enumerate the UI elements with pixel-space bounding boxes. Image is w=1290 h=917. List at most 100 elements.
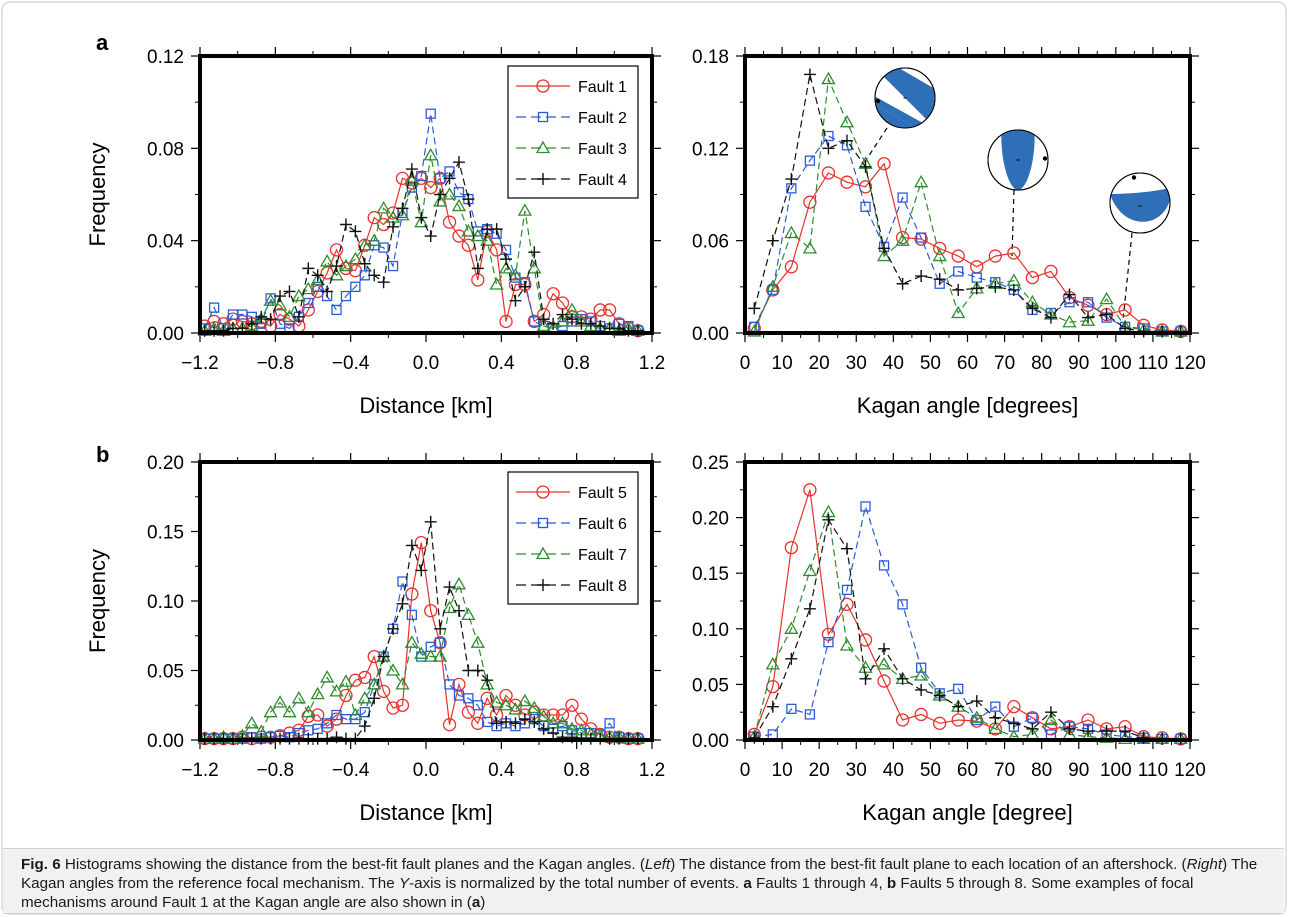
x-tick-label: −1.2 <box>181 353 219 374</box>
data-point <box>424 230 437 243</box>
focal-mechanism-1-outline <box>874 67 936 129</box>
data-point <box>442 187 457 200</box>
data-point <box>951 249 965 263</box>
data-point <box>321 718 333 729</box>
y-tick-label: 0.20 <box>692 509 729 530</box>
series-fault-8 <box>748 513 1187 745</box>
data-point <box>555 716 570 729</box>
series-line <box>754 504 1181 740</box>
data-point <box>785 173 798 186</box>
data-point <box>406 609 418 621</box>
data-point <box>878 642 891 655</box>
data-point <box>423 147 438 161</box>
caption-fig-label: Fig. 6 <box>21 856 61 873</box>
y-tick-label: 0.00 <box>692 324 729 345</box>
data-point <box>480 233 495 246</box>
data-point <box>1025 270 1040 285</box>
legend-label: Fault 2 <box>578 110 627 127</box>
data-point <box>1081 298 1095 312</box>
data-point <box>463 693 474 704</box>
data-point <box>405 163 418 176</box>
data-point <box>565 313 578 326</box>
x-tick-label: 0.0 <box>413 760 439 781</box>
data-point <box>1099 291 1114 305</box>
data-point <box>498 697 514 711</box>
data-point <box>822 142 835 155</box>
plot: −1.2 −0.8 −0.4 0.0 0.4 0.8 1.2 0.00 0.05 0.10 0.15… <box>85 453 665 825</box>
x-tick-label: 120 <box>1174 353 1206 374</box>
data-point <box>415 564 428 577</box>
data-point <box>472 700 483 711</box>
data-point <box>329 267 344 281</box>
y-tick-label: 0.05 <box>692 675 729 696</box>
panel-label: b <box>96 442 109 467</box>
data-point <box>839 114 855 128</box>
data-point <box>274 290 287 303</box>
figure-caption: Fig. 6 Histograms showing the distance f… <box>21 855 1271 912</box>
data-point <box>765 657 780 670</box>
data-point <box>291 690 306 704</box>
caption-text-5: Faults 1 through 4, <box>751 875 887 892</box>
data-point <box>1007 283 1020 296</box>
data-point <box>784 225 799 239</box>
data-point <box>803 195 817 209</box>
x-tick-label: 110 <box>1138 760 1168 781</box>
x-tick-label: −0.4 <box>332 353 370 374</box>
data-point <box>989 280 1002 293</box>
y-tick-label: 0.04 <box>147 232 184 253</box>
series-line <box>753 518 1181 740</box>
x-tick-label: 0.8 <box>563 760 589 781</box>
data-point <box>208 302 220 313</box>
x-tick-label: 0.8 <box>563 353 589 374</box>
data-point <box>367 210 381 225</box>
series-line <box>753 511 1181 740</box>
caption-right-word: Right <box>1186 856 1223 873</box>
data-point <box>471 664 484 677</box>
y-tick-label: 0.20 <box>147 453 184 474</box>
focal-mechanism-2-outline <box>987 129 1049 191</box>
legend-marker <box>537 173 549 185</box>
data-point <box>952 283 965 296</box>
data-point <box>970 695 983 708</box>
x-tick-label: 20 <box>809 353 830 374</box>
data-point <box>433 194 448 207</box>
data-point <box>914 707 928 722</box>
caption-text-7: ) <box>480 894 486 911</box>
data-point <box>461 705 476 719</box>
data-point <box>990 701 1001 712</box>
data-point <box>405 539 418 552</box>
data-point <box>784 260 799 274</box>
data-point <box>255 310 268 323</box>
data-point <box>387 220 400 233</box>
data-point <box>500 253 513 266</box>
data-point <box>489 277 504 290</box>
x-tick-label: 30 <box>846 760 867 781</box>
data-point <box>821 71 836 85</box>
data-point <box>914 668 929 681</box>
x-tick-label: 0 <box>740 353 751 374</box>
data-point <box>1119 725 1132 738</box>
data-point <box>310 272 325 286</box>
data-point <box>840 134 853 147</box>
legend-box <box>507 65 639 199</box>
data-point <box>877 157 891 171</box>
legend-label: Fault 4 <box>578 172 627 189</box>
y-tick-label: 0.25 <box>692 453 729 474</box>
data-point <box>933 716 947 730</box>
data-point <box>953 683 964 694</box>
data-point <box>1043 712 1059 726</box>
series-line <box>204 581 638 740</box>
y-tick-label: 0.12 <box>692 139 729 160</box>
data-point <box>858 660 873 673</box>
data-point <box>434 622 447 635</box>
x-tick-label: 100 <box>1100 353 1132 374</box>
data-point <box>1118 303 1132 317</box>
data-point <box>423 649 438 662</box>
data-point <box>508 702 523 715</box>
caption-b-label: b <box>886 875 897 892</box>
caption-a-label: a <box>743 875 752 892</box>
data-point <box>264 313 277 326</box>
data-point <box>989 711 1002 724</box>
